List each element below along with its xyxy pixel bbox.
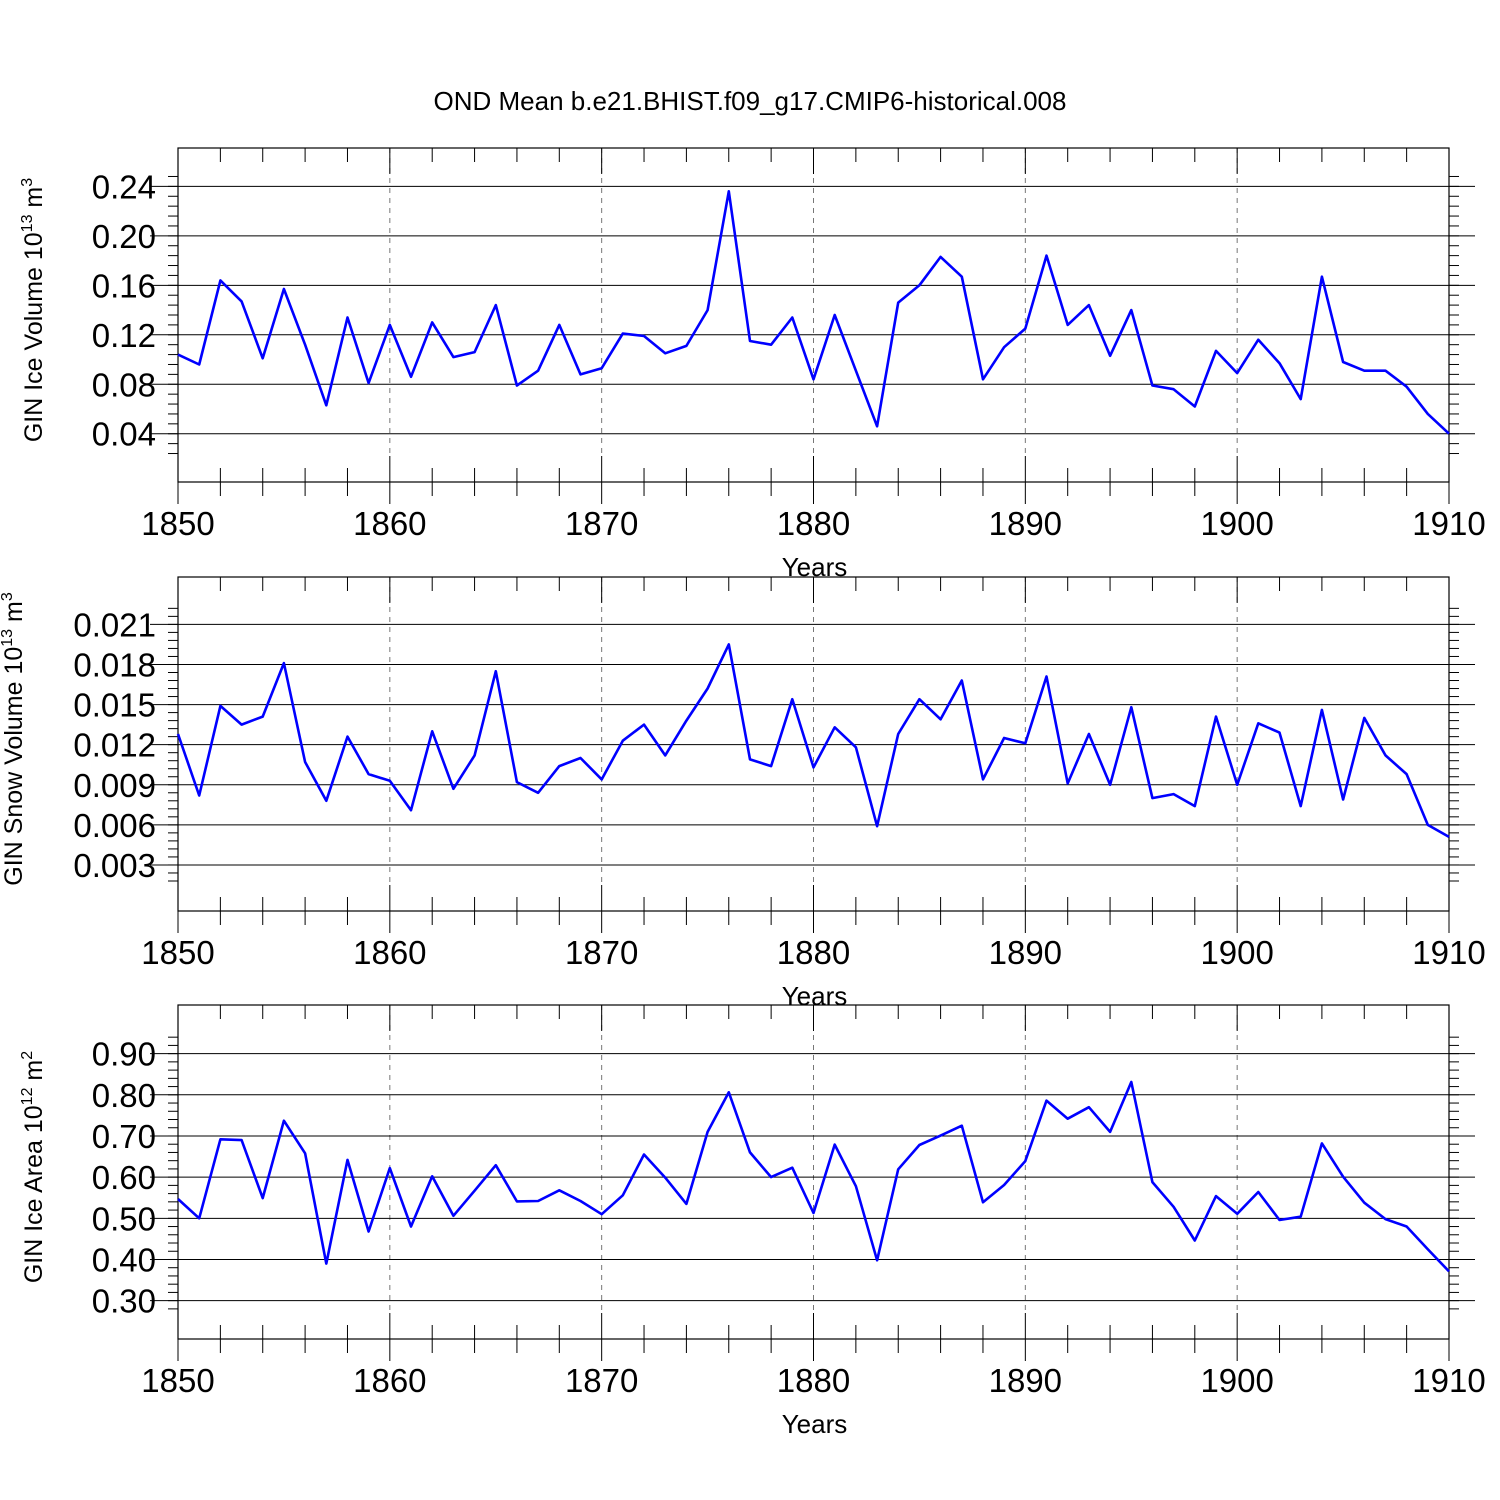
x-tick-label: 1850 xyxy=(141,505,214,542)
x-tick-label: 1910 xyxy=(1412,505,1485,542)
series-line xyxy=(177,1080,1450,1273)
y-tick-label: 0.30 xyxy=(92,1283,156,1320)
y-tick-label: 0.003 xyxy=(73,847,156,884)
x-tick-label: 1910 xyxy=(1412,934,1485,971)
series-line xyxy=(177,190,1450,435)
x-tick-label: 1900 xyxy=(1200,934,1273,971)
y-tick-label: 0.24 xyxy=(92,168,156,205)
y-tick-label: 0.018 xyxy=(73,646,156,683)
x-tick-label: 1890 xyxy=(989,505,1062,542)
y-axis-label-unit-exponent: 3 xyxy=(0,592,16,601)
x-tick-label: 1880 xyxy=(777,934,850,971)
y-axis-label: GIN Snow Volume 1013 m3 xyxy=(0,592,28,886)
x-tick-label: 1900 xyxy=(1200,505,1273,542)
y-axis-label-exponent: 12 xyxy=(19,1087,36,1105)
x-tick-label: 1860 xyxy=(353,934,426,971)
x-tick-label: 1850 xyxy=(141,1362,214,1399)
y-tick-label: 0.021 xyxy=(73,606,156,643)
x-tick-label: 1900 xyxy=(1200,1362,1273,1399)
y-tick-label: 0.012 xyxy=(73,727,156,764)
x-tick-label: 1890 xyxy=(989,934,1062,971)
y-tick-label: 0.90 xyxy=(92,1036,156,1073)
y-tick-label: 0.60 xyxy=(92,1159,156,1196)
y-tick-label: 0.12 xyxy=(92,317,156,354)
panels: 1850 1860 1870 1880 1890 1900 1910 0.04 0.08 0.12… xyxy=(0,147,1486,1439)
x-tick-label: 1910 xyxy=(1412,1362,1485,1399)
y-tick-label: 0.16 xyxy=(92,267,156,304)
x-tick-label: 1860 xyxy=(353,505,426,542)
y-axis-label-unit: m xyxy=(0,601,28,629)
series-line xyxy=(176,643,1450,839)
panel-3: 1850 1860 1870 1880 1890 1900 1910 0.30 0.40 0.50… xyxy=(19,1004,1486,1439)
y-axis-label-text: GIN Ice Area 10 xyxy=(20,1105,48,1283)
y-axis-label-unit-exponent: 3 xyxy=(19,178,36,187)
x-axis-label: Years xyxy=(782,1409,848,1439)
x-tick-label: 1860 xyxy=(353,1362,426,1399)
y-axis-label: GIN Ice Volume 1013 m3 xyxy=(19,178,48,442)
x-tick-label: 1880 xyxy=(777,1362,850,1399)
y-tick-label: 0.015 xyxy=(73,687,156,724)
x-tick-label: 1890 xyxy=(989,1362,1062,1399)
y-axis-label-text: GIN Snow Volume 10 xyxy=(0,647,28,886)
x-tick-label: 1850 xyxy=(141,934,214,971)
chart-title: OND Mean b.e21.BHIST.f09_g17.CMIP6-histo… xyxy=(434,86,1067,116)
y-tick-label: 0.50 xyxy=(92,1200,156,1237)
y-axis-label-text: GIN Ice Volume 10 xyxy=(20,232,48,442)
y-tick-label: 0.08 xyxy=(92,366,156,403)
panel-2: 1850 1860 1870 1880 1890 1900 19100.0030.0060.… xyxy=(0,576,1486,1011)
y-tick-label: 0.04 xyxy=(92,416,156,453)
y-axis-label-unit-exponent: 2 xyxy=(19,1051,36,1060)
y-tick-label: 0.70 xyxy=(92,1118,156,1155)
y-tick-label: 0.009 xyxy=(73,767,156,804)
y-axis-label: GIN Ice Area 1012 m2 xyxy=(19,1051,48,1283)
y-tick-label: 0.006 xyxy=(73,807,156,844)
x-tick-label: 1880 xyxy=(777,505,850,542)
x-axis-label: Years xyxy=(782,981,848,1011)
y-axis-label-unit: m xyxy=(20,187,48,215)
y-tick-label: 0.80 xyxy=(92,1077,156,1114)
y-axis-label-exponent: 13 xyxy=(0,629,16,647)
x-tick-label: 1870 xyxy=(565,505,638,542)
y-tick-label: 0.20 xyxy=(92,218,156,255)
y-axis-label-unit: m xyxy=(20,1060,48,1088)
y-axis-label-exponent: 13 xyxy=(19,214,36,232)
y-tick-label: 0.40 xyxy=(92,1241,156,1278)
x-tick-label: 1870 xyxy=(565,1362,638,1399)
panel-1: 1850 1860 1870 1880 1890 1900 1910 0.04 0.08 0.12… xyxy=(19,147,1486,582)
x-tick-label: 1870 xyxy=(565,934,638,971)
